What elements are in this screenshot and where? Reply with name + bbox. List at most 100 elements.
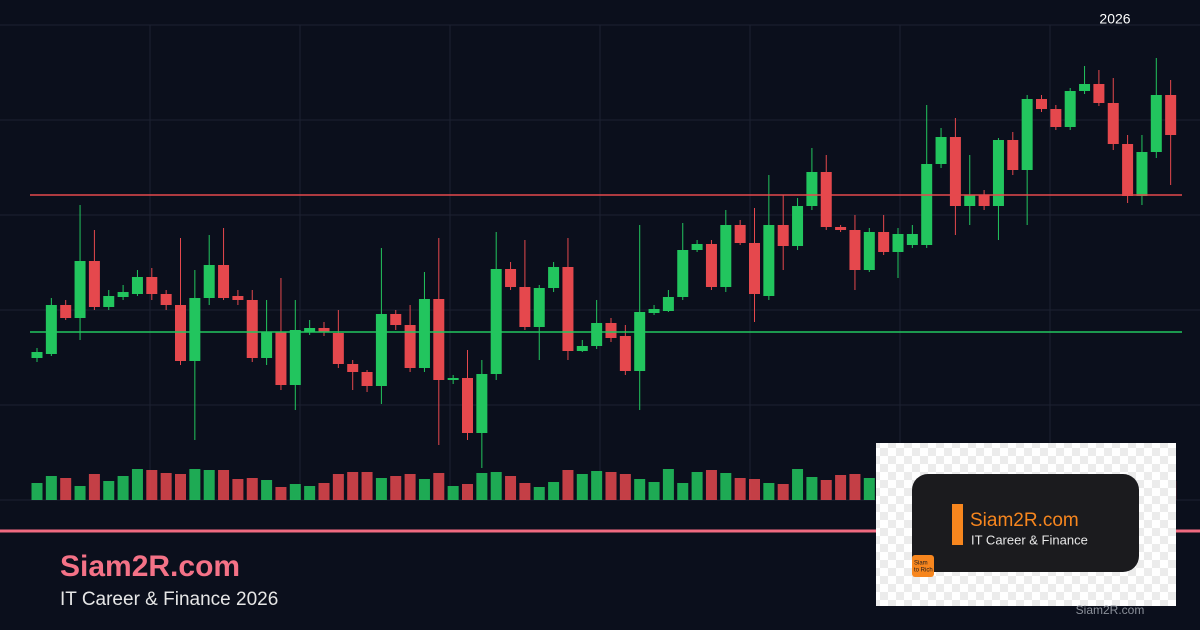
candle-body <box>261 332 273 358</box>
volume-bar <box>160 473 172 500</box>
candle-body <box>1007 140 1019 170</box>
logo-badge-text: to Rich <box>914 568 933 574</box>
candle-body <box>519 287 531 327</box>
volume-bar <box>117 476 129 500</box>
candle-body <box>289 330 301 385</box>
logo-badge-text: Siam <box>914 561 928 567</box>
candle-body <box>562 267 574 351</box>
candle-body <box>246 300 258 358</box>
candle-body <box>45 305 57 354</box>
volume-bar <box>519 483 531 500</box>
candle-body <box>31 352 43 358</box>
volume-bar <box>375 478 387 500</box>
logo-name: Siam2R.com <box>970 510 1079 531</box>
candle-body <box>792 206 804 246</box>
candle-body <box>103 296 115 307</box>
volume-bar <box>849 474 861 500</box>
volume-bar <box>605 472 617 500</box>
volume-bar <box>246 478 258 500</box>
volume-bar <box>332 474 344 500</box>
candle-body <box>662 297 674 311</box>
candle-body <box>1165 95 1177 135</box>
candle-body <box>1150 95 1162 152</box>
volume-bar <box>505 476 517 500</box>
volume-bar <box>203 470 215 500</box>
volume-bar <box>45 476 57 500</box>
volume-bar <box>189 469 201 500</box>
candle-body <box>117 292 129 297</box>
volume-bar <box>433 473 445 500</box>
volume-bar <box>634 479 646 500</box>
candle-body <box>361 372 373 386</box>
candle-body <box>978 195 990 206</box>
year-label: 2026 <box>1099 11 1130 27</box>
candle-body <box>1122 144 1134 196</box>
candle-body <box>1107 103 1119 144</box>
volume-bar <box>146 470 158 500</box>
candle-body <box>375 314 387 386</box>
volume-bar <box>548 482 560 500</box>
logo-tagline: IT Career & Finance <box>971 532 1088 547</box>
candle-body <box>404 325 416 368</box>
candle-body <box>619 336 631 371</box>
volume-bar <box>218 470 230 500</box>
candle-body <box>634 312 646 371</box>
volume-bar <box>361 472 373 500</box>
volume-bar <box>347 472 359 500</box>
volume-bar <box>792 469 804 500</box>
brand-tagline: IT Career & Finance 2026 <box>60 589 278 610</box>
logo-badge <box>912 555 934 577</box>
candle-body <box>921 164 933 245</box>
candle-body <box>849 230 861 270</box>
candle-body <box>447 378 459 380</box>
volume-bar <box>591 471 603 500</box>
candle-body <box>1021 99 1033 170</box>
candle-body <box>304 328 316 332</box>
volume-bar <box>131 469 143 500</box>
volume-bar <box>232 479 244 500</box>
candle-body <box>906 234 918 245</box>
volume-bar <box>490 472 502 500</box>
volume-bar <box>648 482 660 500</box>
volume-bar <box>74 486 86 500</box>
candle-body <box>892 234 904 252</box>
candle-body <box>1036 99 1047 109</box>
candle-body <box>1079 84 1091 91</box>
candle-body <box>935 137 947 164</box>
volume-bar <box>835 475 847 500</box>
candle-body <box>964 195 976 206</box>
candle-body <box>318 328 330 332</box>
volume-bar <box>562 470 574 500</box>
candle-body <box>691 244 703 250</box>
candle-body <box>734 225 746 243</box>
candle-body <box>275 332 287 385</box>
volume-bar <box>88 474 100 500</box>
volume-bar <box>175 474 186 500</box>
volume-bar <box>275 487 287 500</box>
candle-body <box>648 309 660 313</box>
logo-card <box>912 474 1139 572</box>
volume-bar <box>576 474 588 500</box>
candle-body <box>763 225 775 296</box>
candle-body <box>476 374 488 433</box>
volume-bar <box>60 478 72 500</box>
candle-body <box>1136 152 1148 196</box>
candle-body <box>863 232 875 270</box>
volume-bar <box>261 480 273 500</box>
volume-bar <box>103 481 115 500</box>
volume-bar <box>749 479 760 500</box>
volume-bar <box>476 473 488 500</box>
volume-bar <box>533 487 545 500</box>
candle-body <box>749 243 760 294</box>
candle-body <box>433 299 445 380</box>
candle-body <box>88 261 100 307</box>
candle-body <box>232 296 244 300</box>
volume-bar <box>734 478 746 500</box>
brand-name: Siam2R.com <box>60 550 240 583</box>
volume-bar <box>777 484 789 500</box>
logo-footer: Siam2R.com <box>1076 603 1145 617</box>
volume-bar <box>720 473 732 500</box>
volume-bar <box>619 474 631 500</box>
